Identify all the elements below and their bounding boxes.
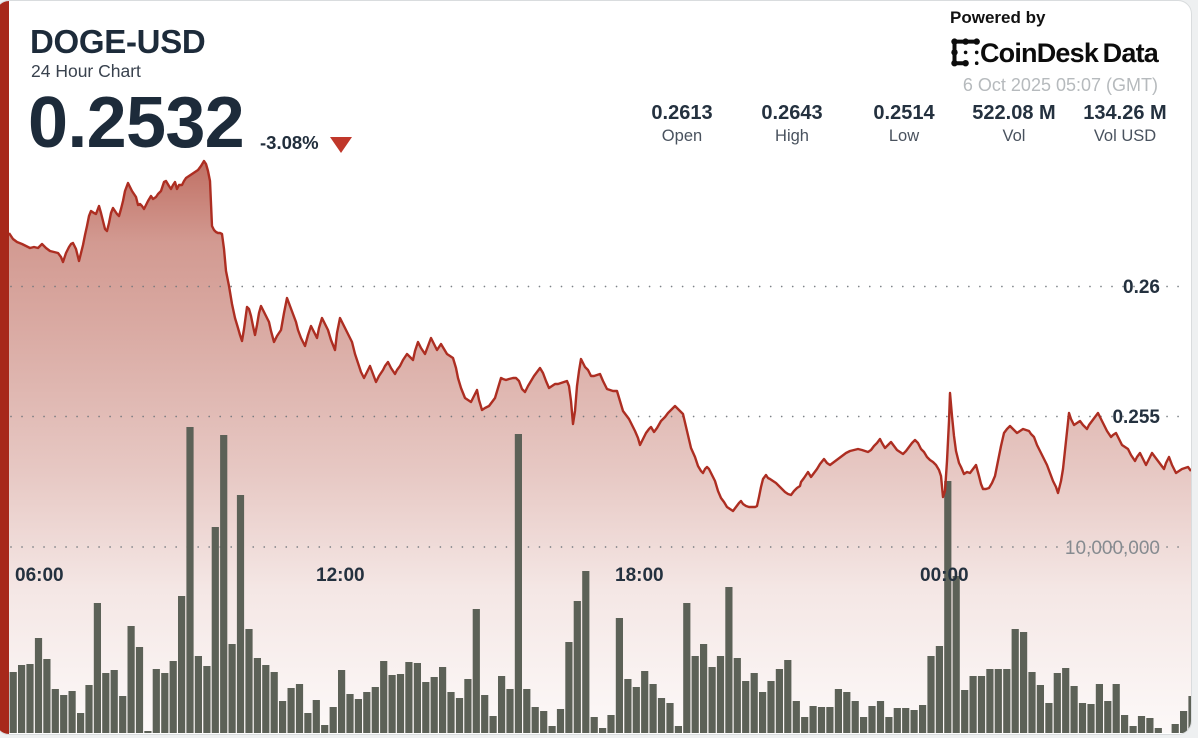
svg-text:10,000,000: 10,000,000 <box>1065 538 1160 559</box>
svg-text:0.26: 0.26 <box>1123 277 1160 298</box>
svg-text:12:00: 12:00 <box>316 565 365 586</box>
svg-text:00:00: 00:00 <box>920 565 969 586</box>
svg-text:06:00: 06:00 <box>15 565 64 586</box>
svg-text:0.255: 0.255 <box>1112 407 1160 428</box>
svg-text:18:00: 18:00 <box>615 565 664 586</box>
